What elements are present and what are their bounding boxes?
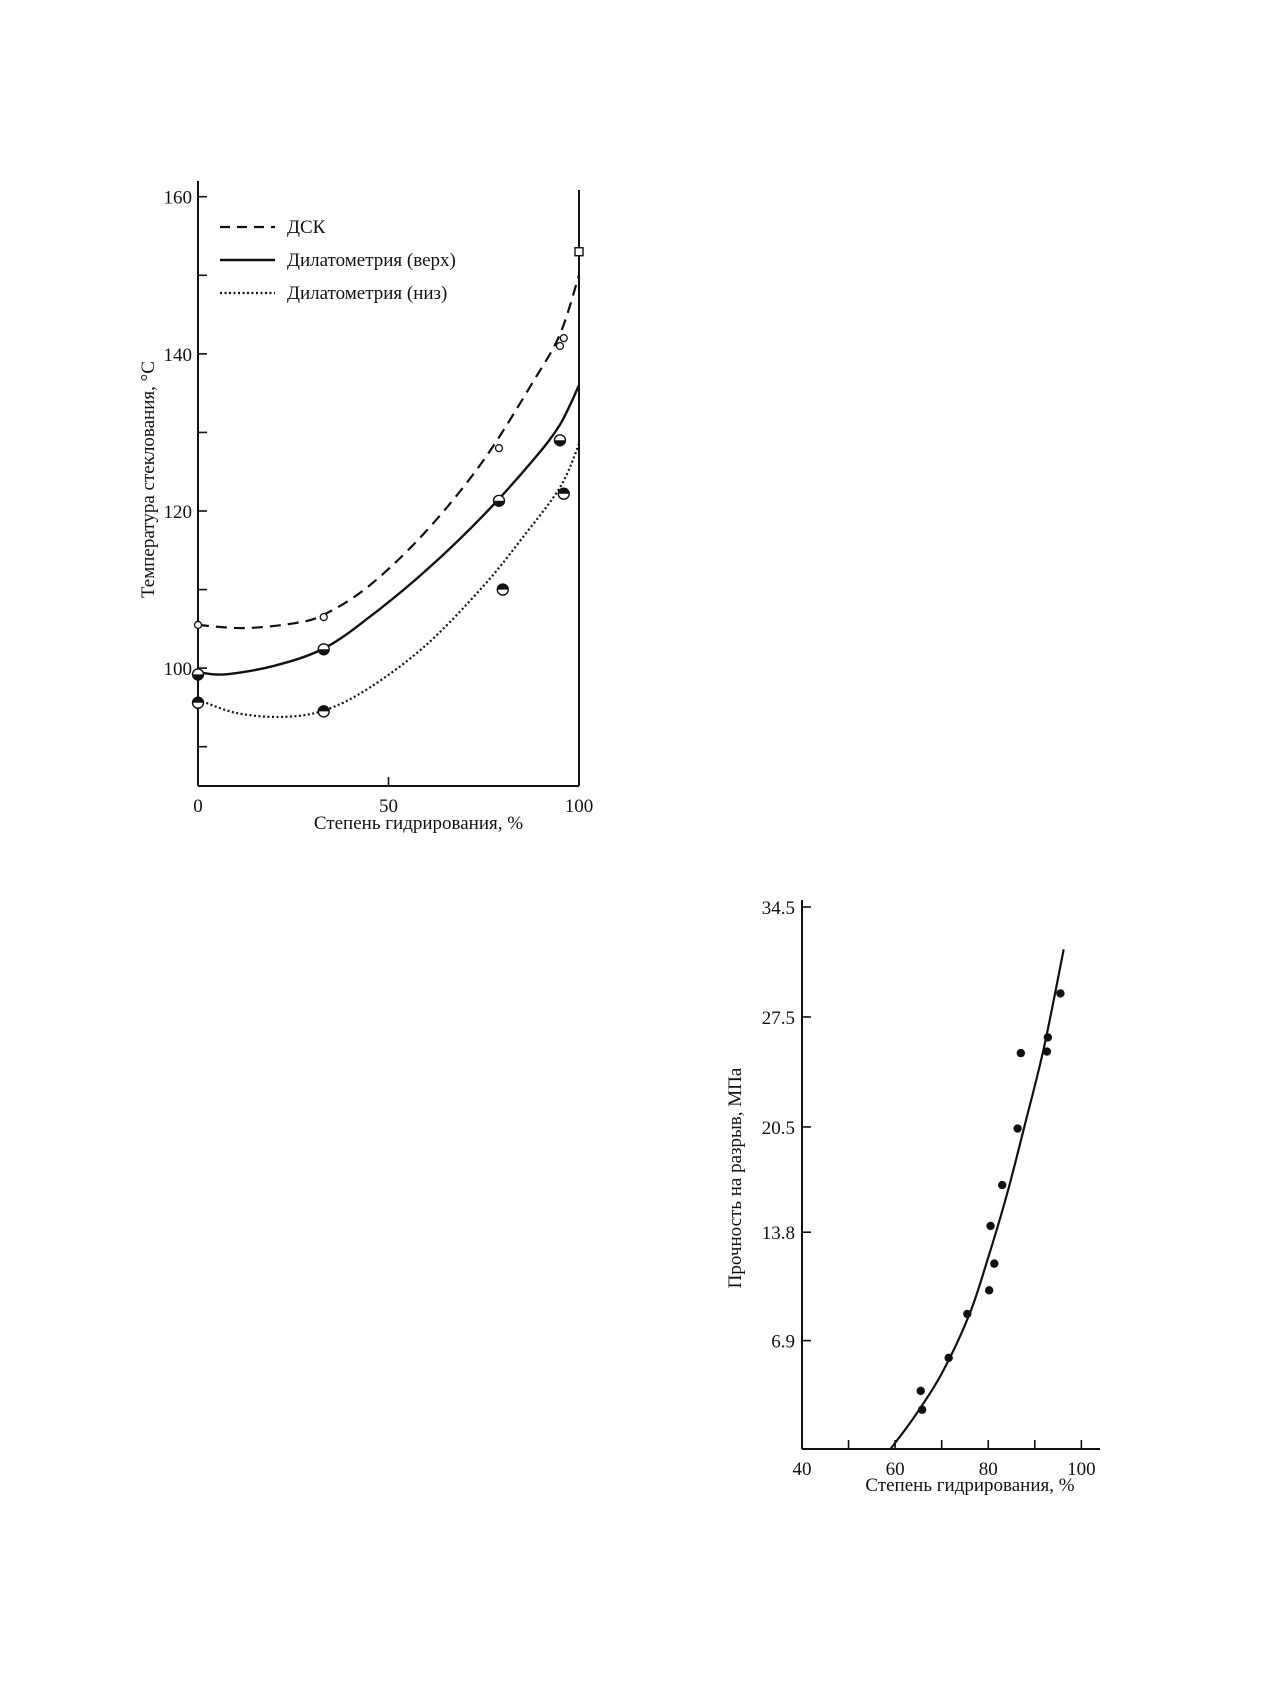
y-tick-label-100: 100: [164, 659, 193, 680]
point-half-fill: [318, 705, 330, 712]
data-point-5: [984, 1286, 994, 1295]
y-tick-label-0: 6.9: [771, 1332, 795, 1353]
y-tick-label-120: 120: [164, 502, 193, 523]
y-tick-label-1: 13.8: [762, 1223, 795, 1244]
series-1-point-4: [555, 341, 565, 351]
point-half-fill: [493, 500, 505, 507]
data-point-13: [1056, 989, 1065, 998]
series-line-1: [197, 274, 581, 630]
y-axis-title: Температура стеклования, °C: [138, 361, 159, 598]
series-1-point-5: [559, 333, 568, 343]
series-1-point-1: [193, 620, 203, 630]
x-tick-label-80: 80: [979, 1459, 998, 1480]
data-point-1: [916, 1386, 925, 1396]
data-point-7: [990, 1259, 999, 1268]
point-half-fill: [558, 488, 570, 494]
point-half-fill: [192, 674, 204, 680]
point-half-fill: [192, 697, 204, 703]
data-point-3: [944, 1353, 953, 1363]
x-axis-title: Степень гидрирования, %: [865, 1475, 1074, 1496]
series-3-point-1: [191, 696, 205, 709]
glass-transition-chart: 100 120 140 160 0 50 100 Степень гидрирования, …: [138, 181, 593, 834]
y-tick-label-4: 34.5: [762, 898, 795, 919]
series-2-point-4: [553, 434, 567, 447]
x-tick-label-60: 60: [886, 1459, 905, 1480]
data-point-11: [1042, 1047, 1052, 1056]
series-3-point-2: [317, 705, 330, 718]
legend-label-2: Дилатометрия (верх): [287, 250, 456, 271]
series-1-point-2: [319, 612, 328, 622]
point-half-fill: [318, 649, 330, 655]
data-point-8: [998, 1180, 1007, 1190]
y-axis-title: Прочность на разрыв, МПа: [725, 1067, 746, 1288]
fit-curve: [889, 949, 1065, 1450]
x-tick-label-40: 40: [793, 1459, 812, 1480]
series-1-point-3: [494, 443, 504, 453]
x-tick-label-0: 0: [193, 796, 203, 817]
series-line-2: [197, 384, 581, 676]
series-2-point-1: [191, 668, 205, 681]
data-point-10: [1016, 1048, 1026, 1058]
x-tick-label-100: 100: [1067, 1459, 1096, 1480]
data-point-9: [1013, 1124, 1022, 1133]
y-tick-label-2: 20.5: [762, 1118, 795, 1139]
data-point-2: [917, 1405, 927, 1414]
x-tick-label-100: 100: [565, 796, 594, 817]
data-point-12: [1043, 1033, 1053, 1042]
data-point-6: [986, 1221, 995, 1231]
point-half-fill: [554, 440, 566, 446]
y-tick-label-140: 140: [164, 345, 193, 366]
legend-label-1: ДСК: [287, 217, 326, 238]
series-1-point-6: [574, 247, 584, 257]
point-half-fill: [497, 584, 509, 590]
series-3-point-3: [496, 583, 509, 596]
x-tick-label-50: 50: [379, 796, 398, 817]
series-2-point-2: [317, 643, 330, 656]
y-tick-label-160: 160: [164, 188, 193, 209]
legend-label-3: Дилатометрия (низ): [287, 283, 447, 304]
series-3-point-4: [557, 487, 570, 500]
y-tick-label-3: 27.5: [762, 1008, 795, 1029]
series-line-3: [197, 443, 581, 719]
data-point-4: [963, 1309, 972, 1319]
x-axis-title: Степень гидрирования, %: [314, 813, 523, 834]
series-2-point-3: [492, 494, 506, 507]
